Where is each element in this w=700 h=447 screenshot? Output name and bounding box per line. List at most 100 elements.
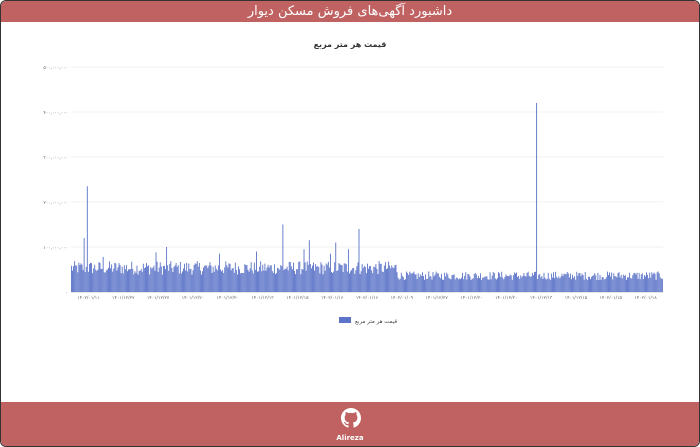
bar [161, 274, 163, 292]
bar [542, 278, 544, 292]
bar [492, 271, 494, 292]
bar [343, 263, 345, 292]
bar [483, 277, 485, 292]
bar [268, 267, 270, 292]
bar [556, 276, 558, 292]
bar [112, 271, 114, 292]
bar [215, 268, 217, 292]
bar [408, 274, 410, 292]
bar [638, 273, 640, 292]
bar [99, 262, 101, 292]
bar [398, 279, 400, 292]
bar [616, 277, 618, 292]
bar [128, 269, 129, 292]
bar [574, 276, 576, 292]
bar [114, 262, 116, 292]
bar [559, 278, 561, 292]
bar [170, 261, 172, 292]
price-chart-card: قیمت هر متر مربع ۰ ۱۰۰,۰۰۰,۰۰۰ ۲۰۰,۰۰۰,۰۰۰… [1, 22, 699, 402]
bar [328, 267, 330, 292]
bar [269, 265, 271, 292]
bar [555, 271, 557, 292]
bar [528, 275, 530, 292]
bar [119, 265, 121, 292]
bar [511, 279, 513, 292]
bar [159, 262, 161, 292]
bar [383, 265, 385, 292]
bar [399, 278, 401, 292]
bar [129, 269, 131, 292]
author-label[interactable]: Alireza [336, 434, 364, 442]
bar [235, 269, 237, 292]
bar [108, 267, 109, 292]
bar [532, 275, 534, 292]
bar [617, 273, 619, 292]
bar [77, 272, 79, 292]
bar [323, 265, 325, 292]
bar [421, 272, 423, 292]
bar [590, 279, 591, 292]
bar [270, 265, 272, 292]
bar [111, 264, 113, 292]
bar [375, 264, 377, 292]
bar [443, 279, 445, 292]
bar [390, 268, 392, 292]
bar [475, 274, 477, 292]
bar [401, 275, 403, 292]
bar [462, 272, 464, 292]
bar [377, 274, 379, 292]
bar [188, 263, 190, 292]
bar [499, 273, 501, 292]
bar [138, 270, 140, 292]
bar [396, 272, 398, 292]
bar [407, 273, 409, 292]
bar [391, 265, 393, 292]
bar [148, 265, 150, 292]
bar [518, 275, 520, 292]
bar [652, 274, 654, 292]
bar [529, 276, 531, 292]
bar [566, 272, 568, 292]
bar [275, 274, 276, 292]
github-icon[interactable] [341, 408, 361, 428]
bar [387, 268, 388, 292]
bar [340, 265, 342, 292]
bar [103, 272, 105, 292]
bar [435, 271, 437, 292]
bar [231, 268, 233, 292]
bar [602, 277, 604, 292]
bar [614, 276, 616, 292]
bar [282, 224, 284, 292]
bar [204, 265, 206, 292]
bar [100, 268, 102, 292]
bar [535, 271, 536, 292]
bar [78, 262, 80, 292]
bar [105, 270, 107, 292]
bar [417, 273, 419, 292]
bar [222, 270, 224, 292]
bar [636, 272, 638, 292]
y-tick-label: ۵۰۰,۰۰۰,۰۰۰ [43, 66, 68, 71]
bar [173, 266, 175, 292]
bar [242, 273, 244, 292]
bar [501, 271, 503, 292]
bar [325, 263, 327, 292]
bar [88, 263, 90, 292]
bar [406, 271, 408, 292]
bar [229, 263, 231, 292]
bar [437, 273, 439, 292]
bar [157, 271, 159, 292]
bar [515, 273, 516, 292]
bar [136, 265, 138, 292]
bar [266, 267, 268, 292]
bar [470, 279, 472, 292]
bar [521, 277, 523, 292]
bar [252, 273, 254, 292]
bar [395, 264, 397, 292]
chart-legend[interactable]: قیمت هر متر مربع [339, 317, 397, 325]
bar [510, 275, 512, 292]
chart-gridlines [71, 66, 663, 293]
bar [381, 271, 383, 292]
bar [95, 269, 97, 292]
bar [476, 278, 478, 292]
